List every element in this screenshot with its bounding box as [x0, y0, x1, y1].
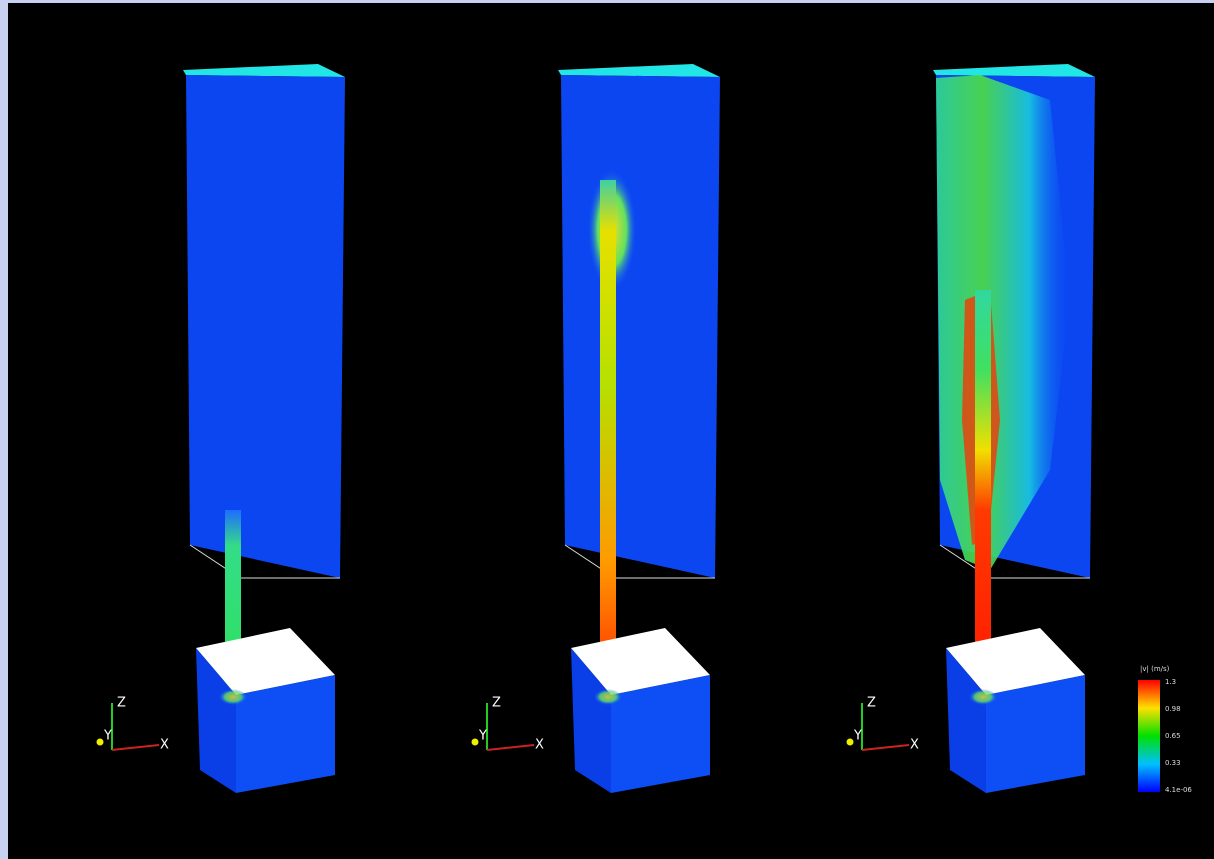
axis-y — [847, 739, 854, 746]
axis-label: Z — [492, 696, 501, 711]
colorbar-gradient — [1138, 680, 1160, 792]
axis-label: Z — [867, 696, 876, 711]
axis-label: Z — [117, 696, 126, 711]
box-front — [186, 75, 345, 578]
inlet-front — [236, 675, 335, 793]
inlet-glow — [594, 689, 622, 705]
colorbar-label: 0.65 — [1165, 732, 1181, 740]
axis-label: X — [910, 738, 919, 753]
colorbar-label: 0.98 — [1165, 705, 1181, 713]
colorbar-label: 4.1e-06 — [1165, 786, 1192, 794]
inlet-glow — [219, 689, 247, 705]
page: {"panels":[{"axes":{"z":"Z","y":"Y","x":… — [0, 0, 1214, 859]
axis-label: X — [160, 738, 169, 753]
colorbar-title: |v| (m/s) — [1140, 665, 1170, 673]
axis-label: Y — [103, 729, 112, 744]
axis-label: X — [535, 738, 544, 753]
inlet-glow — [969, 689, 997, 705]
axis-y — [97, 739, 104, 746]
colorbar-label: 0.33 — [1165, 759, 1181, 767]
box-front — [561, 75, 720, 578]
scene: Z Y X Z Y X Z Y X |v| (m/s) 1.3 0.98 0.65 0.33 4… — [0, 0, 1214, 859]
inlet-front — [611, 675, 710, 793]
axis-label: Y — [478, 729, 487, 744]
jet — [600, 180, 616, 690]
colorbar-label: 1.3 — [1165, 678, 1176, 686]
axis-y — [472, 739, 479, 746]
axis-label: Y — [853, 729, 862, 744]
inlet-front — [986, 675, 1085, 793]
jet — [975, 290, 991, 690]
